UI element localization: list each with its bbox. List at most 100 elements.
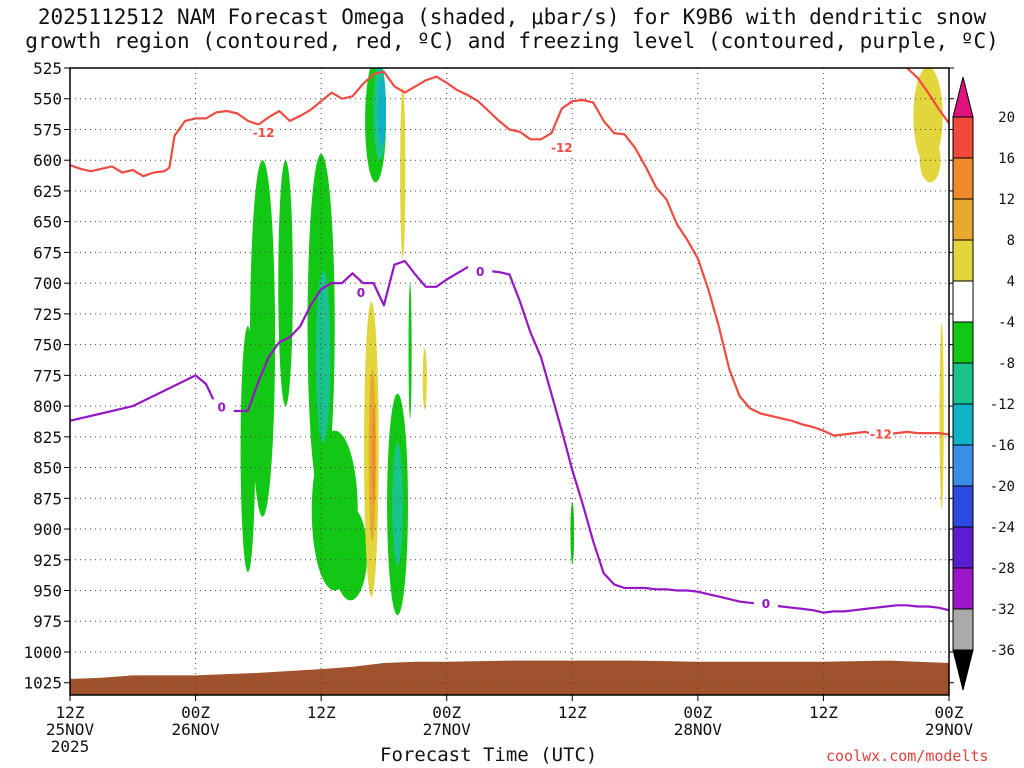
colorbar-label-4: 4 [1007, 274, 1015, 290]
xtick-year-0: 2025 [51, 737, 90, 756]
xtick-date-12: 26NOV [171, 720, 220, 739]
ytick-label-850: 850 [33, 459, 62, 478]
colorbar-label-2: 12 [998, 192, 1015, 208]
colorbar-swatch-9 [952, 485, 974, 528]
fz-label-3-bg [753, 596, 778, 612]
colorbar: 20 16 12 8 4 -4 -8 -12 -16 -20 -24 -28 -32 -36 [952, 76, 1015, 691]
ytick-label-625: 625 [33, 182, 62, 201]
freezing-level-line [70, 259, 949, 614]
dgz-label-2-bg [868, 426, 893, 442]
colorbar-label-1: 16 [998, 151, 1015, 167]
colorbar-swatch-7 [952, 403, 974, 446]
fz-label-1-bg [348, 284, 373, 300]
terrain-layer [70, 660, 949, 695]
colorbar-swatch-5 [952, 321, 974, 364]
ytick-label-1000: 1000 [23, 643, 62, 662]
fz-label-2: 0 [476, 265, 484, 279]
colorbar-swatch-0 [952, 116, 974, 159]
fz-label-1: 0 [357, 286, 365, 300]
xtick-time-48: 12Z [558, 703, 587, 722]
omega-blob-8 [408, 283, 412, 419]
ytick-label-650: 650 [33, 213, 62, 232]
contour-layer [70, 68, 949, 614]
colorbar-top-arrow [952, 76, 974, 118]
colorbar-swatch-4 [952, 280, 974, 323]
dgz-label-0: -12 [253, 126, 275, 140]
fz-label-3: 0 [762, 597, 770, 611]
colorbar-label-10: -24 [990, 520, 1015, 536]
plot-border [69, 67, 950, 696]
colorbar-label-8: -16 [990, 438, 1015, 454]
omega-blob-19 [939, 323, 944, 509]
colorbar-swatch-8 [952, 444, 974, 487]
fz-label-0: 0 [218, 400, 226, 414]
ytick-label-975: 975 [33, 612, 62, 631]
ytick-label-675: 675 [33, 243, 62, 262]
dgz-label-0-bg [251, 125, 276, 141]
plot-frame [69, 67, 950, 696]
ytick-label-600: 600 [33, 151, 62, 170]
dgz-label-2: -12 [870, 427, 892, 441]
credit-text[interactable]: coolwx.com/modelts [826, 747, 989, 765]
colorbar-swatch-3 [952, 239, 974, 282]
ytick-label-825: 825 [33, 428, 62, 447]
colorbar-label-0: 20 [998, 110, 1015, 126]
omega-shading [240, 68, 944, 616]
colorbar-swatch-10 [952, 526, 974, 569]
xtick-time-84: 00Z [935, 703, 964, 722]
omega-blob-13 [377, 76, 387, 146]
colorbar-swatch-2 [952, 198, 974, 241]
colorbar-label-5: -4 [998, 315, 1015, 331]
fz-label-2-bg [468, 264, 493, 280]
xtick-time-0: 12Z [56, 703, 85, 722]
colorbar-swatch-12 [952, 608, 974, 651]
dgz-minus12-line [70, 70, 949, 437]
colorbar-label-7: -12 [990, 397, 1015, 413]
xtick-date-36: 27NOV [423, 720, 472, 739]
ytick-label-550: 550 [33, 90, 62, 109]
ytick-label-1025: 1025 [23, 674, 62, 693]
ytick-label-925: 925 [33, 551, 62, 570]
omega-blob-16 [422, 348, 427, 410]
colorbar-label-9: -20 [990, 479, 1015, 495]
contour-labels: -12 -12 -12 0 0 0 0 [209, 125, 893, 612]
xtick-date-60: 28NOV [674, 720, 723, 739]
colorbar-swatch-1 [952, 157, 974, 200]
fz-label-0-bg [209, 399, 234, 415]
xtick-time-36: 00Z [432, 703, 461, 722]
ytick-label-725: 725 [33, 305, 62, 324]
colorbar-label-11: -28 [990, 561, 1015, 577]
dgz-label-1: -12 [551, 141, 573, 155]
ytick-label-525: 525 [33, 59, 62, 78]
ytick-label-775: 775 [33, 366, 62, 385]
omega-blob-15 [400, 86, 406, 259]
colorbar-label-12: -32 [990, 602, 1015, 618]
colorbar-label-3: 8 [1007, 233, 1015, 249]
ytick-label-900: 900 [33, 520, 62, 539]
colorbar-label-13: -36 [990, 643, 1015, 659]
xtick-time-24: 12Z [307, 703, 336, 722]
omega-blob-5 [333, 506, 368, 601]
omega-blob-21 [371, 406, 376, 505]
omega-blob-9 [570, 501, 575, 564]
ytick-label-575: 575 [33, 120, 62, 139]
surface-terrain [70, 660, 949, 695]
xtick-time-12: 00Z [181, 703, 210, 722]
xtick-time-72: 12Z [809, 703, 838, 722]
dgz-label-1-bg [549, 139, 574, 155]
ytick-label-750: 750 [33, 336, 62, 355]
colorbar-swatch-6 [952, 362, 974, 405]
colorbar-swatch-11 [952, 567, 974, 610]
colorbar-label-6: -8 [998, 356, 1015, 372]
omega-blob-1 [249, 160, 276, 517]
omega-blob-11 [392, 442, 403, 566]
omega-blob-10 [315, 270, 331, 443]
ytick-label-875: 875 [33, 489, 62, 508]
y-axis-ticks: 525 550 575 600 625 650 675 700 725 750 775 800 825 8… [23, 59, 954, 693]
ytick-label-700: 700 [33, 274, 62, 293]
colorbar-bottom-arrow [952, 649, 974, 691]
xtick-time-60: 00Z [683, 703, 712, 722]
chart-title-line1: 2025112512 NAM Forecast Omega (shaded, μ… [37, 5, 987, 29]
